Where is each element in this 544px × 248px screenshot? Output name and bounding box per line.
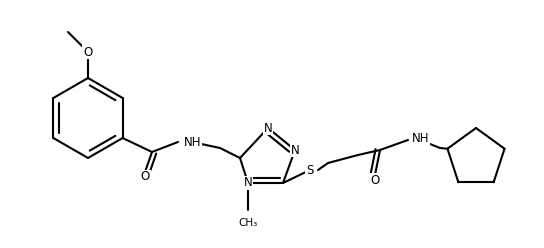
Text: CH₃: CH₃ [238, 218, 258, 228]
Text: N: N [290, 144, 299, 156]
Text: NH: NH [412, 131, 430, 145]
Text: O: O [83, 45, 92, 59]
Text: O: O [370, 174, 380, 186]
Text: S: S [306, 163, 314, 177]
Text: O: O [140, 171, 150, 184]
Text: NH: NH [184, 135, 201, 149]
Text: N: N [244, 177, 252, 189]
Text: N: N [264, 122, 273, 134]
